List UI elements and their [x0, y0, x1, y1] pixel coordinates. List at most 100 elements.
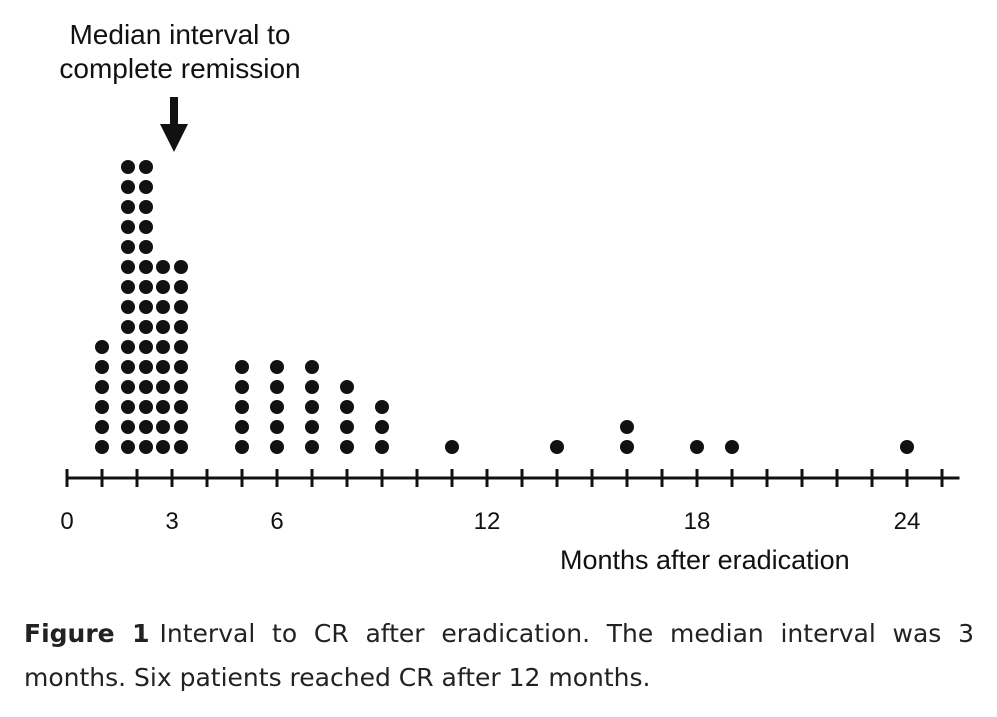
data-point [121, 400, 135, 414]
data-point [95, 400, 109, 414]
data-point [270, 380, 284, 394]
data-point [270, 420, 284, 434]
data-point [174, 360, 188, 374]
data-point [139, 420, 153, 434]
data-point [340, 420, 354, 434]
data-point [139, 280, 153, 294]
data-point [156, 260, 170, 274]
annotation-line-1: Median interval to [69, 19, 291, 50]
data-point [156, 340, 170, 354]
data-point [156, 280, 170, 294]
data-point [156, 440, 170, 454]
data-point [174, 420, 188, 434]
data-point [305, 380, 319, 394]
data-point [139, 360, 153, 374]
data-point [139, 340, 153, 354]
data-point [445, 440, 459, 454]
data-point [95, 440, 109, 454]
data-point [121, 440, 135, 454]
x-tick-label: 3 [165, 508, 178, 535]
data-point [550, 440, 564, 454]
data-point [340, 400, 354, 414]
data-point [340, 380, 354, 394]
data-point [900, 440, 914, 454]
data-point [121, 280, 135, 294]
data-point [174, 440, 188, 454]
data-point [235, 400, 249, 414]
data-point [139, 200, 153, 214]
data-point [95, 420, 109, 434]
data-point [235, 420, 249, 434]
data-point [156, 320, 170, 334]
data-point [156, 400, 170, 414]
data-point [156, 420, 170, 434]
data-point [174, 400, 188, 414]
data-point [121, 320, 135, 334]
data-point [156, 380, 170, 394]
data-point [139, 440, 153, 454]
data-point [139, 160, 153, 174]
data-point [95, 380, 109, 394]
data-point [139, 320, 153, 334]
data-point [690, 440, 704, 454]
data-point [139, 300, 153, 314]
data-point [139, 260, 153, 274]
data-point [139, 380, 153, 394]
x-tick-label: 6 [270, 508, 283, 535]
data-point [305, 440, 319, 454]
data-point [121, 380, 135, 394]
data-point [270, 400, 284, 414]
dot-plot-chart: 0 3 6 12 18 24 [60, 97, 960, 535]
data-point [121, 240, 135, 254]
data-point [305, 360, 319, 374]
data-point [174, 280, 188, 294]
data-point [121, 420, 135, 434]
data-point [156, 360, 170, 374]
data-point [375, 420, 389, 434]
figure-label: Figure 1 [24, 619, 150, 648]
data-point [235, 380, 249, 394]
data-point [235, 360, 249, 374]
data-point [139, 240, 153, 254]
median-arrow-head [160, 124, 188, 152]
data-point [121, 200, 135, 214]
data-point [121, 260, 135, 274]
data-point [156, 300, 170, 314]
data-point [375, 440, 389, 454]
data-point [121, 160, 135, 174]
data-point [620, 420, 634, 434]
caption-text: Interval to CR after eradication. The me… [24, 619, 974, 692]
data-point [95, 340, 109, 354]
data-point [305, 400, 319, 414]
annotation-line-2: complete remission [59, 53, 301, 84]
x-axis-label: Months after eradication [560, 545, 850, 575]
x-tick-label: 18 [684, 508, 711, 535]
data-point [305, 420, 319, 434]
data-point [725, 440, 739, 454]
x-tick-label: 0 [60, 508, 73, 535]
x-tick-label: 24 [894, 508, 921, 535]
data-point [121, 340, 135, 354]
data-point [95, 360, 109, 374]
data-point [139, 400, 153, 414]
data-point [174, 300, 188, 314]
data-point [620, 440, 634, 454]
median-annotation: Median interval to complete remission [20, 18, 340, 86]
data-point [121, 360, 135, 374]
data-point [340, 440, 354, 454]
data-point [270, 440, 284, 454]
data-point [174, 340, 188, 354]
data-point [174, 380, 188, 394]
data-point [235, 440, 249, 454]
x-tick-label: 12 [474, 508, 501, 535]
data-point [139, 180, 153, 194]
data-point [121, 180, 135, 194]
data-point [270, 360, 284, 374]
data-point [121, 220, 135, 234]
data-point [174, 260, 188, 274]
data-point [375, 400, 389, 414]
data-point [121, 300, 135, 314]
figure-caption: Figure 1 Interval to CR after eradication… [24, 612, 974, 700]
data-point [139, 220, 153, 234]
data-point [174, 320, 188, 334]
